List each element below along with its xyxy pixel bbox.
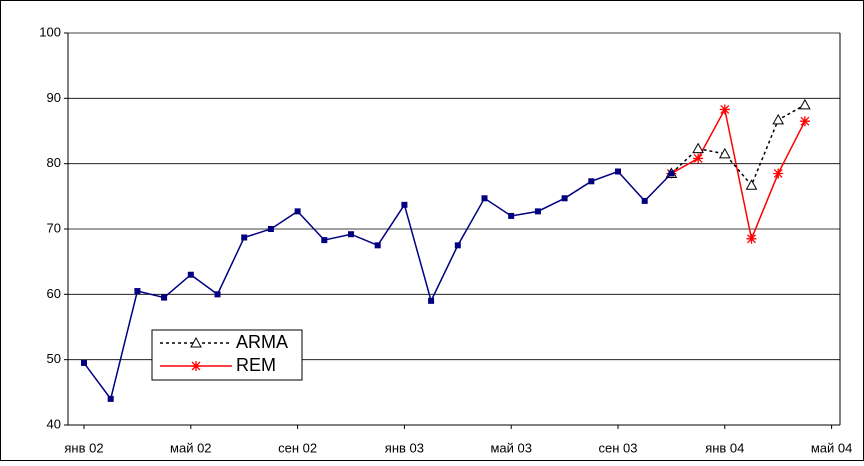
y-tick-label: 50 xyxy=(47,351,61,366)
marker xyxy=(745,179,758,190)
series xyxy=(81,168,675,402)
marker xyxy=(799,98,811,110)
y-tick-label: 100 xyxy=(39,24,61,39)
marker xyxy=(161,294,168,301)
y-tick-label: 70 xyxy=(47,220,61,235)
marker xyxy=(588,178,595,185)
marker xyxy=(348,231,354,238)
marker xyxy=(508,212,515,219)
y-tick-label: 60 xyxy=(47,286,61,301)
x-tick-label: май 03 xyxy=(490,440,532,455)
marker xyxy=(267,226,274,232)
marker xyxy=(746,233,757,244)
marker xyxy=(294,208,301,215)
marker xyxy=(773,168,784,179)
y-tick-label: 80 xyxy=(47,155,61,170)
marker xyxy=(481,195,488,202)
marker xyxy=(401,201,408,208)
x-tick-label: май 02 xyxy=(170,440,212,455)
marker xyxy=(668,170,675,177)
marker xyxy=(534,208,541,215)
marker xyxy=(374,242,381,249)
marker xyxy=(190,336,202,348)
marker xyxy=(772,113,785,125)
legend-box xyxy=(151,329,303,381)
x-tick-label: янв 02 xyxy=(64,440,103,455)
y-tick-label: 40 xyxy=(47,416,61,431)
marker xyxy=(799,116,810,127)
marker xyxy=(241,234,248,241)
legend-label: REM xyxy=(236,355,276,375)
marker xyxy=(692,142,704,154)
x-tick-label: май 04 xyxy=(811,440,853,455)
legend-label: ARMA xyxy=(236,332,288,352)
marker xyxy=(615,168,621,175)
marker xyxy=(454,242,461,249)
marker xyxy=(134,288,141,295)
series xyxy=(665,98,811,190)
marker xyxy=(641,197,648,204)
marker xyxy=(81,359,87,366)
marker xyxy=(107,395,114,402)
x-tick-label: сен 03 xyxy=(599,440,638,455)
marker xyxy=(187,271,194,278)
x-tick-label: янв 04 xyxy=(705,440,744,455)
series-line xyxy=(671,107,806,242)
x-tick-label: сен 02 xyxy=(278,440,317,455)
marker xyxy=(321,237,328,244)
x-tick-label: янв 03 xyxy=(385,440,424,455)
marker xyxy=(718,147,731,159)
marker xyxy=(214,291,221,298)
marker xyxy=(693,153,704,164)
marker xyxy=(191,361,201,371)
marker xyxy=(719,104,730,115)
y-tick-label: 90 xyxy=(47,90,61,105)
marker xyxy=(428,297,435,304)
marker xyxy=(561,195,568,202)
